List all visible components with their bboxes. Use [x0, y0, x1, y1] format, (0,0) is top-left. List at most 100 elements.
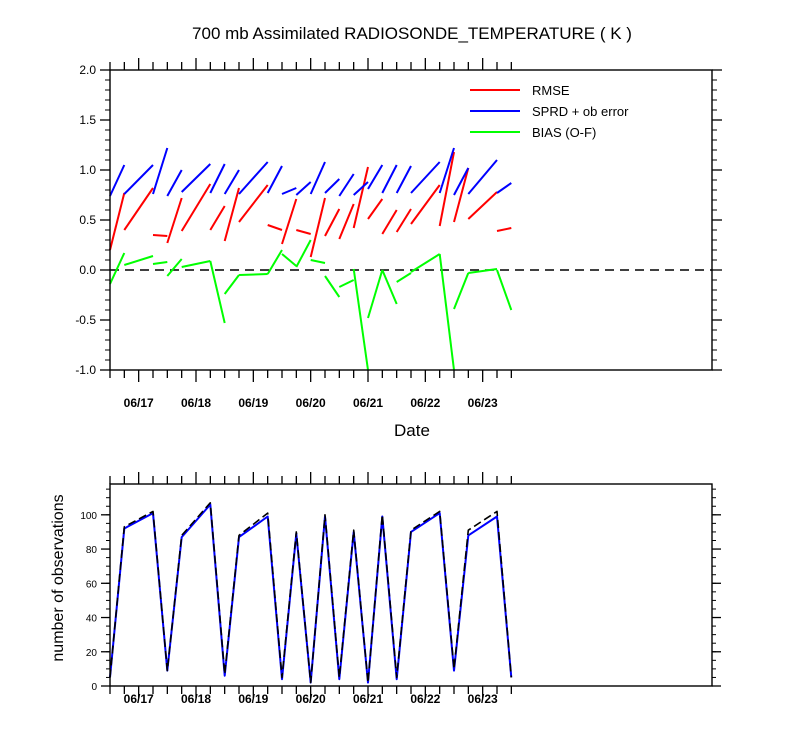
- series-bias-o-f-segment: [181, 260, 211, 268]
- series-bias-o-f-segment: [338, 279, 355, 288]
- series-rmse-segment: [267, 224, 283, 231]
- series-sprd-ob-error-segment: [395, 165, 412, 194]
- series-sprd-ob-error-segment: [295, 181, 312, 196]
- y-tick-label: 20: [86, 648, 98, 659]
- top-axis-ticks: -1.0 -0.5 0.0 0.5 1.0 1.5 2.0 06/17 06/18 06/19 06…: [75, 58, 722, 410]
- series-sprd-ob-error-segment: [123, 164, 154, 195]
- y-tick-label: 100: [80, 511, 97, 522]
- bottom-axis-ticks: 0 20 40 60 80 100 06/17 06/18 06/19 06/20 06/21 06/…: [80, 472, 721, 706]
- series-bias-o-f-segment: [381, 269, 398, 305]
- series-sprd-ob-error-segment: [152, 147, 169, 195]
- y-tick-label: 80: [86, 545, 98, 556]
- y-tick-label: 40: [86, 614, 98, 625]
- series-sprd-ob-error-segment: [281, 187, 297, 195]
- series-rmse-segment: [223, 187, 240, 242]
- series-rmse-segment: [352, 166, 369, 229]
- bottom-plot-area: [109, 501, 513, 684]
- legend: RMSE SPRD + ob error BIAS (O-F): [470, 83, 629, 140]
- series-bias-o-f-segment: [266, 249, 283, 275]
- y-tick-label: 1.0: [79, 163, 96, 177]
- y-axis-label-observations: number of observations: [50, 494, 67, 661]
- series-sprd-ob-error-segment: [367, 164, 384, 190]
- series-bias-o-f-segment: [367, 269, 384, 319]
- series-rmse-segment: [467, 191, 498, 220]
- series-sprd-ob-error-segment: [353, 181, 369, 196]
- series-sprd-ob-error-segment: [109, 164, 126, 197]
- series-rmse-segment: [309, 197, 326, 258]
- series-sprd-ob-error-segment: [209, 163, 226, 194]
- series-rmse-segment: [453, 167, 470, 223]
- series-rmse-segment: [324, 208, 341, 237]
- y-tick-label: -1.0: [75, 363, 96, 377]
- series-sprd-ob-error-segment: [166, 169, 183, 197]
- x-tick-label: 06/19: [238, 396, 268, 410]
- series-rmse-segment: [123, 187, 154, 231]
- series-assimilated-obs-line: [109, 503, 470, 684]
- series-bias-o-f-segment: [124, 255, 154, 266]
- series-sprd-ob-error-segment: [266, 165, 283, 194]
- series-bias-o-f-segment: [496, 269, 513, 311]
- series-bias-o-f-segment: [310, 259, 326, 264]
- series-bias-o-f-segment: [410, 253, 441, 273]
- series-rmse-segment: [166, 197, 183, 244]
- x-tick-label: 06/17: [124, 692, 154, 706]
- series-rmse-segment: [438, 151, 455, 227]
- series-rmse-segment: [496, 227, 512, 232]
- series-rmse-segment: [338, 203, 355, 240]
- series-sprd-ob-error-segment: [453, 167, 470, 196]
- x-tick-label: 06/21: [353, 396, 383, 410]
- x-tick-label: 06/20: [296, 692, 326, 706]
- series-rmse-segment: [367, 198, 384, 220]
- x-tick-label: 06/17: [124, 396, 154, 410]
- series-bias-o-f-segment: [166, 258, 183, 277]
- y-tick-label: 60: [86, 579, 98, 590]
- series-bias-o-f-segment: [324, 275, 341, 298]
- x-tick-label: 06/19: [238, 692, 268, 706]
- y-tick-label: 1.5: [79, 113, 96, 127]
- y-tick-label: 0.0: [79, 263, 96, 277]
- series-bias-o-f-segment: [152, 261, 168, 265]
- series-bias-o-f-segment: [453, 272, 470, 310]
- series-bias-o-f-segment: [438, 253, 455, 371]
- series-rmse-segment: [180, 183, 212, 232]
- series-rmse-segment: [109, 192, 126, 251]
- series-sprd-ob-error-segment: [496, 182, 512, 194]
- series-total-obs-line: [109, 501, 513, 684]
- x-tick-label: 06/23: [468, 692, 498, 706]
- series-bias-o-f-segment: [109, 252, 126, 285]
- series-rmse-segment: [152, 234, 168, 237]
- series-sprd-ob-error-segment: [338, 173, 355, 197]
- series-sprd-ob-error-segment: [181, 163, 211, 193]
- series-bias-o-f-segment: [223, 274, 240, 295]
- series-bias-o-f-segment: [352, 268, 369, 371]
- series-sprd-ob-error-segment: [381, 164, 398, 194]
- series-sprd-ob-error-segment: [324, 178, 340, 194]
- y-tick-label: 2.0: [79, 63, 96, 77]
- series-sprd-ob-error-segment: [410, 161, 441, 194]
- x-axis-label: Date: [394, 421, 430, 440]
- x-tick-label: 06/22: [410, 396, 440, 410]
- y-tick-label: -0.5: [75, 313, 96, 327]
- series-sprd-ob-error-segment: [309, 161, 326, 195]
- chart-title: 700 mb Assimilated RADIOSONDE_TEMPERATUR…: [192, 24, 632, 43]
- series-rmse-segment: [296, 229, 311, 235]
- x-tick-label: 06/23: [468, 396, 498, 410]
- top-plot-area: [109, 147, 712, 371]
- series-sprd-ob-error-segment: [467, 159, 498, 195]
- x-tick-label: 06/18: [181, 692, 211, 706]
- series-sprd-ob-error-segment: [238, 161, 269, 195]
- series-rmse-segment: [395, 208, 412, 233]
- x-tick-label: 06/22: [410, 692, 440, 706]
- series-bias-o-f-segment: [295, 239, 312, 268]
- x-tick-label: 06/21: [353, 692, 383, 706]
- series-bias-o-f-segment: [238, 273, 268, 276]
- series-bias-o-f-segment: [281, 253, 297, 267]
- y-tick-label: 0.5: [79, 213, 96, 227]
- legend-label: RMSE: [532, 83, 570, 98]
- series-rmse-segment: [281, 198, 298, 245]
- legend-label: SPRD + ob error: [532, 104, 629, 119]
- series-rmse-segment: [381, 209, 398, 235]
- y-tick-label: 0: [91, 682, 97, 693]
- series-bias-o-f-segment: [468, 268, 498, 274]
